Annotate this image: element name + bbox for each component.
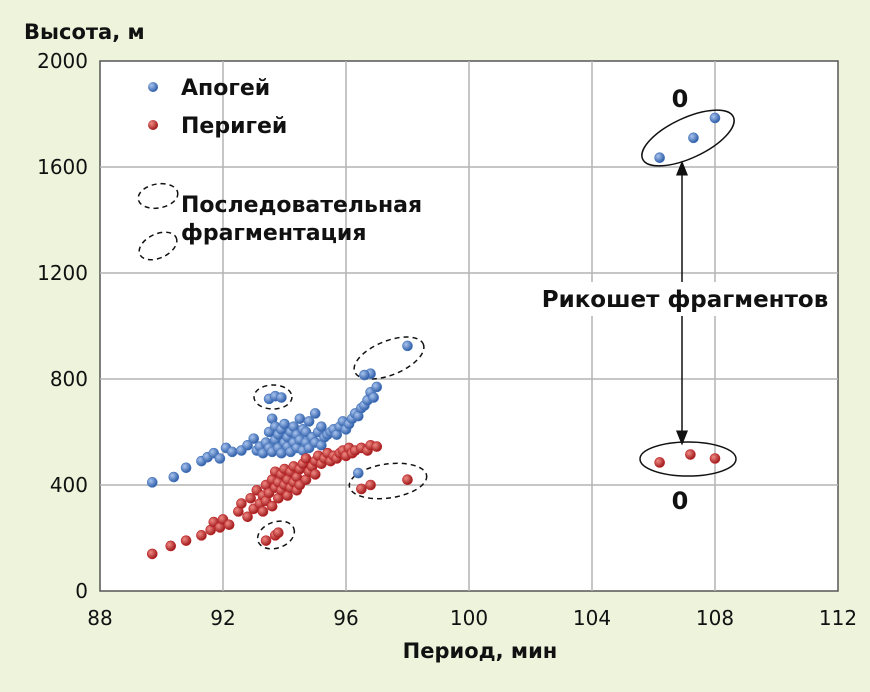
y-tick-label: 400 bbox=[50, 473, 88, 497]
y-axis-title: Высота, м bbox=[24, 20, 145, 44]
apogee-point bbox=[146, 477, 158, 488]
legend-apogee-label: Апогей bbox=[181, 76, 270, 101]
legend: Апогей Перигей Последовательная фрагмент… bbox=[137, 76, 422, 261]
x-tick-label: 96 bbox=[333, 606, 358, 630]
apogee-point bbox=[316, 421, 327, 433]
perigee-point bbox=[654, 457, 665, 468]
apogee-point bbox=[303, 416, 315, 427]
perigee-point bbox=[180, 535, 192, 546]
perigee-point bbox=[266, 500, 278, 512]
perigee-point bbox=[236, 498, 247, 509]
apogee-point bbox=[180, 462, 192, 474]
group-ellipse-perigee-small bbox=[256, 520, 296, 550]
legend-sequential-line1: Последовательная bbox=[181, 193, 422, 218]
series-perigee bbox=[146, 439, 721, 560]
x-tick-label: 100 bbox=[450, 606, 488, 630]
grid-lines bbox=[100, 61, 838, 591]
apogee-point bbox=[242, 439, 253, 451]
apogee-point bbox=[226, 446, 238, 458]
apogee-point bbox=[309, 408, 321, 419]
apogee-point bbox=[654, 152, 665, 164]
x-tick-label: 104 bbox=[573, 606, 611, 630]
perigee-point bbox=[146, 548, 158, 560]
y-tick-label: 2000 bbox=[37, 49, 88, 73]
x-axis-title: Период, мин bbox=[403, 639, 558, 663]
perigee-point bbox=[402, 474, 413, 486]
x-tick-label: 88 bbox=[87, 606, 112, 630]
apogee-point bbox=[214, 453, 226, 464]
perigee-point bbox=[365, 479, 376, 491]
perigee-point bbox=[709, 453, 721, 464]
apogee-point bbox=[402, 340, 413, 352]
legend-perigee-label: Перигей bbox=[181, 114, 287, 139]
group-ellipse-apogee-upper bbox=[353, 336, 425, 380]
apogee-point bbox=[294, 413, 306, 425]
group-ellipse-perigee-right bbox=[348, 462, 428, 500]
perigee-point bbox=[273, 527, 284, 539]
apogee-point bbox=[248, 433, 260, 444]
apogee-point bbox=[352, 467, 364, 479]
series-apogee bbox=[146, 112, 721, 488]
x-tick-label: 112 bbox=[819, 606, 857, 630]
x-tick-label: 108 bbox=[696, 606, 734, 630]
perigee-point bbox=[196, 530, 207, 541]
zero-label-top: 0 bbox=[672, 85, 689, 113]
perigee-point bbox=[260, 535, 272, 546]
sequential-fragmentation-groups bbox=[253, 336, 428, 550]
legend-dashed-ellipse-1 bbox=[137, 182, 179, 210]
ricochet-label: Рикошет фрагментов bbox=[542, 287, 829, 313]
perigee-point bbox=[223, 519, 235, 531]
apogee-point bbox=[168, 471, 180, 483]
data-points bbox=[146, 112, 721, 560]
apogee-point bbox=[368, 392, 379, 403]
x-tick-label: 92 bbox=[210, 606, 235, 630]
legend-dashed-ellipse-2 bbox=[138, 231, 178, 261]
perigee-point bbox=[356, 483, 367, 495]
y-tick-label: 1200 bbox=[37, 261, 88, 285]
apogee-point bbox=[688, 132, 699, 144]
perigee-point bbox=[245, 492, 256, 504]
legend-sequential-line2: фрагментация bbox=[181, 221, 366, 246]
zero-label-bottom: 0 bbox=[672, 487, 689, 515]
ricochet-ellipse-apogee bbox=[641, 109, 735, 167]
legend-perigee-marker bbox=[148, 120, 158, 130]
group-ellipse-apogee-small bbox=[253, 384, 293, 410]
apogee-point bbox=[709, 112, 721, 124]
y-tick-label: 1600 bbox=[37, 155, 88, 179]
perigee-point bbox=[257, 506, 269, 517]
apogee-point bbox=[276, 392, 287, 403]
tick-labels: 88 92 96 100 104 108 112 0 400 800 1200 1600 2000 bbox=[37, 49, 857, 630]
apogee-point bbox=[359, 369, 370, 381]
ricochet-ellipse-perigee bbox=[639, 441, 737, 477]
perigee-point bbox=[165, 540, 177, 552]
legend-apogee-marker bbox=[148, 82, 158, 92]
perigee-point bbox=[371, 441, 383, 452]
y-tick-label: 800 bbox=[50, 367, 88, 391]
y-tick-label: 0 bbox=[75, 579, 88, 603]
ricochet-label-bg bbox=[537, 282, 833, 316]
apogee-point bbox=[371, 381, 383, 393]
perigee-point bbox=[242, 511, 253, 523]
perigee-point bbox=[685, 449, 696, 460]
perigee-point bbox=[309, 469, 321, 480]
